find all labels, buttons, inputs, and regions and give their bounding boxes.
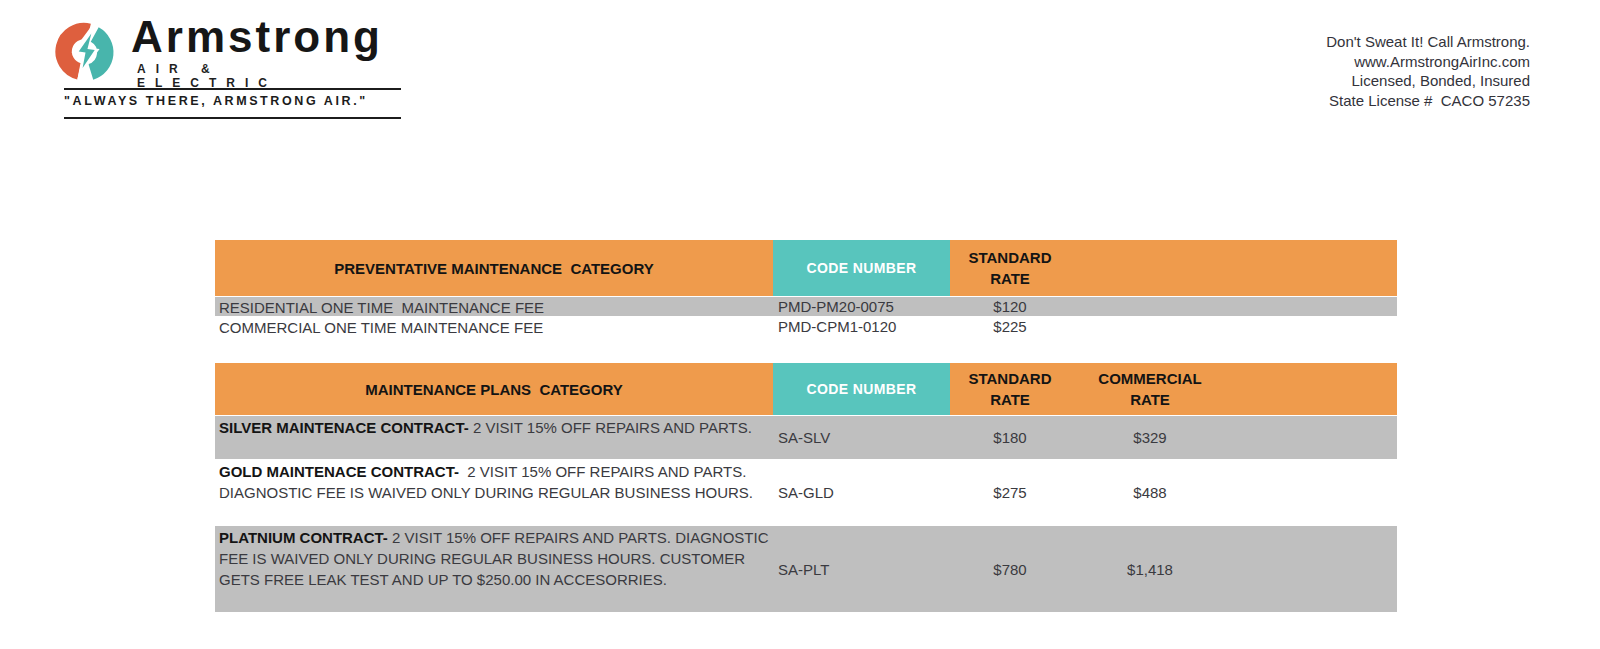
cell-standard-rate: $225 [950, 317, 1070, 336]
logo-divider-bottom [64, 117, 401, 119]
maintenance-plans-table: MAINTENANCE PLANS CATEGORY CODE NUMBER S… [215, 363, 1397, 613]
plan-name: GOLD MAINTENACE CONTRACT- [219, 463, 459, 480]
cell-category: SILVER MAINTENACE CONTRACT- 2 VISIT 15% … [215, 416, 773, 459]
contact-website: www.ArmstrongAirInc.com [1326, 52, 1530, 72]
cell-filler [1230, 416, 1397, 459]
cell-standard-rate: $120 [950, 297, 1070, 316]
cell-commercial-rate: $1,418 [1070, 526, 1230, 612]
table-row-gold-contract: GOLD MAINTENACE CONTRACT- 2 VISIT 15% OF… [215, 460, 1397, 526]
logo-divider-top [64, 88, 401, 90]
cell-code: PMD-PM20-0075 [773, 297, 950, 316]
contact-licensed-line: Licensed, Bonded, Insured [1326, 71, 1530, 91]
contact-slogan: Don't Sweat It! Call Armstrong. [1326, 32, 1530, 52]
table-header-row: PREVENTATIVE MAINTENANCE CATEGORY CODE N… [215, 240, 1397, 297]
table-row-commercial: COMMERCIAL ONE TIME MAINTENANCE FEE PMD-… [215, 317, 1397, 337]
document-page: Armstrong AIR & ELECTRIC "ALWAYS THERE, … [0, 0, 1600, 649]
cell-commercial-rate: $488 [1070, 460, 1230, 525]
cell-category: COMMERCIAL ONE TIME MAINTENANCE FEE [215, 317, 773, 336]
table-header-row: MAINTENANCE PLANS CATEGORY CODE NUMBER S… [215, 363, 1397, 416]
table-row-residential: RESIDENTIAL ONE TIME MAINTENANCE FEE PMD… [215, 297, 1397, 317]
cell-code: SA-GLD [773, 460, 950, 525]
cell-code: SA-PLT [773, 526, 950, 612]
armstrong-swirl-icon [55, 21, 117, 83]
cell-standard-rate: $180 [950, 416, 1070, 459]
column-header-category: PREVENTATIVE MAINTENANCE CATEGORY [215, 240, 773, 296]
cell-category: GOLD MAINTENACE CONTRACT- 2 VISIT 15% OF… [215, 460, 773, 525]
contact-state-license: State License # CACO 57235 [1326, 91, 1530, 111]
column-header-commercial-rate: COMMERCIAL RATE [1070, 363, 1230, 415]
column-header-standard-rate: STANDARD RATE [950, 363, 1070, 415]
plan-description: 2 VISIT 15% OFF REPAIRS AND PARTS. [469, 419, 752, 436]
rate-header-group: STANDARD RATE COMMERCIAL RATE [950, 363, 1397, 415]
cell-filler [1070, 297, 1397, 316]
brand-subtitle: AIR & ELECTRIC [137, 62, 277, 90]
column-header-code-number: CODE NUMBER [773, 240, 950, 296]
cell-category: RESIDENTIAL ONE TIME MAINTENANCE FEE [215, 297, 773, 316]
plan-name: PLATNIUM CONTRACT- [219, 529, 388, 546]
cell-filler [1230, 460, 1397, 525]
contact-info: Don't Sweat It! Call Armstrong. www.Arms… [1326, 32, 1530, 110]
cell-code: SA-SLV [773, 416, 950, 459]
cell-standard-rate: $780 [950, 526, 1070, 612]
cell-category: PLATNIUM CONTRACT- 2 VISIT 15% OFF REPAI… [215, 526, 773, 612]
cell-commercial-rate: $329 [1070, 416, 1230, 459]
column-header-code-number: CODE NUMBER [773, 363, 950, 415]
table-row-platinum-contract: PLATNIUM CONTRACT- 2 VISIT 15% OFF REPAI… [215, 526, 1397, 613]
cell-code: PMD-CPM1-0120 [773, 317, 950, 336]
table-row-silver-contract: SILVER MAINTENACE CONTRACT- 2 VISIT 15% … [215, 416, 1397, 460]
cell-filler [1230, 526, 1397, 612]
cell-filler [1070, 317, 1397, 336]
brand-name: Armstrong [131, 12, 383, 62]
column-header-standard-rate: STANDARD RATE [950, 240, 1070, 296]
column-header-category: MAINTENANCE PLANS CATEGORY [215, 363, 773, 415]
logo-tagline: "ALWAYS THERE, ARMSTRONG AIR." [64, 94, 404, 108]
preventative-maintenance-table: PREVENTATIVE MAINTENANCE CATEGORY CODE N… [215, 240, 1397, 337]
cell-standard-rate: $275 [950, 460, 1070, 525]
plan-name: SILVER MAINTENACE CONTRACT- [219, 419, 469, 436]
rate-header-group: STANDARD RATE [950, 240, 1397, 296]
